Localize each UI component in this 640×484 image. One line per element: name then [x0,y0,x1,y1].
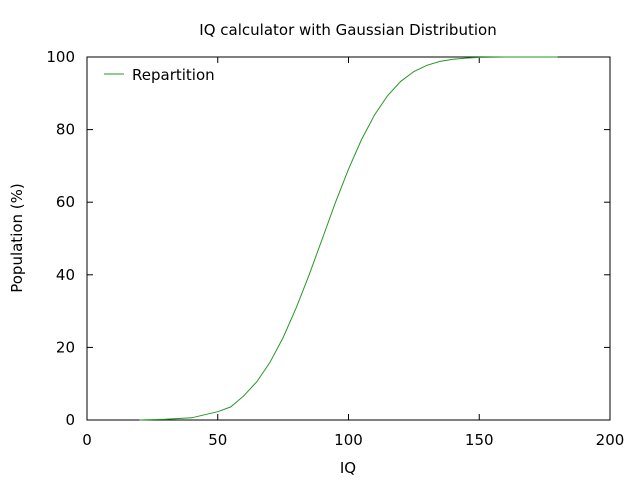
x-axis: 0 50 100 150 200 [82,57,624,449]
y-tick-label: 100 [46,48,75,66]
x-tick-label: 200 [596,431,625,449]
y-axis-label: Population (%) [8,183,26,293]
repartition-series-line [139,56,558,421]
y-axis: 0 20 40 60 80 100 [46,48,610,429]
y-tick-label: 40 [56,266,75,284]
legend: Repartition [104,66,215,84]
y-tick-label: 80 [56,121,75,139]
x-tick-label: 50 [208,431,227,449]
chart-title: IQ calculator with Gaussian Distribution [199,21,496,39]
x-tick-label: 150 [465,431,494,449]
y-tick-label: 60 [56,193,75,211]
y-tick-label: 20 [56,338,75,356]
y-tick-label: 0 [65,411,75,429]
legend-label-repartition: Repartition [132,66,215,84]
x-axis-label: IQ [340,459,356,477]
plot-frame [86,56,611,421]
x-tick-label: 100 [334,431,363,449]
x-tick-label: 0 [82,431,92,449]
